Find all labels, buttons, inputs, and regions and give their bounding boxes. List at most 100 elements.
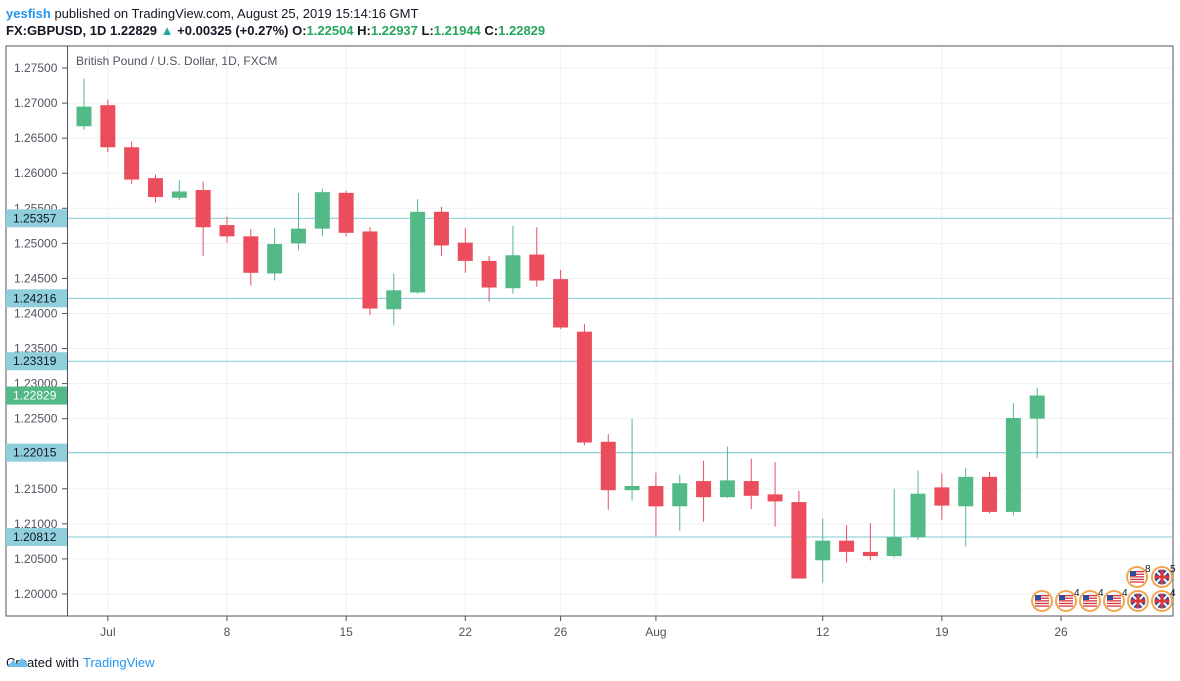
us-canton xyxy=(1059,595,1065,600)
candle-down[interactable] xyxy=(338,190,354,237)
us-flag-event-icon[interactable]: 8 xyxy=(1126,564,1151,588)
us-flag-event-icon[interactable]: 4 xyxy=(1055,588,1080,612)
uk-cross-v xyxy=(1160,569,1164,585)
candle-down[interactable] xyxy=(576,323,592,446)
candle-body xyxy=(672,483,688,507)
candle-down[interactable] xyxy=(195,181,211,256)
candle-body xyxy=(934,487,950,506)
candle-down[interactable] xyxy=(124,141,140,184)
candle-body xyxy=(171,191,187,198)
candle-body xyxy=(743,481,759,496)
candle-up[interactable] xyxy=(290,192,306,251)
economic-events[interactable]: 8 5 4 4 4 4 xyxy=(1031,564,1176,612)
candle-body xyxy=(1029,395,1045,419)
candle-down[interactable] xyxy=(457,227,473,273)
candle-body xyxy=(576,331,592,443)
candle-down[interactable] xyxy=(743,458,759,510)
us-stripe xyxy=(1130,571,1144,573)
us-flag-event-icon[interactable]: 4 xyxy=(1079,588,1104,612)
us-flag-event-icon[interactable]: 4 xyxy=(1103,588,1128,612)
us-stripe xyxy=(1130,576,1144,578)
candle-up[interactable] xyxy=(76,78,92,130)
candle-body xyxy=(457,242,473,261)
hline-price-label: 1.25357 xyxy=(13,211,57,225)
candle-up[interactable] xyxy=(267,227,283,281)
uk-flag-event-icon[interactable]: 5 xyxy=(1151,564,1176,588)
candle-body xyxy=(100,105,116,148)
x-tick-label: 26 xyxy=(554,625,568,639)
candle-up[interactable] xyxy=(314,188,330,237)
horizontal-lines xyxy=(68,217,1172,538)
us-stripe xyxy=(1059,605,1073,607)
y-tick-label: 1.26000 xyxy=(14,166,58,180)
candle-up[interactable] xyxy=(886,488,902,558)
candle-up[interactable] xyxy=(386,273,402,326)
time-axis[interactable]: Jul 8 15 22 26 Aug 12 19 26 xyxy=(100,616,1068,639)
us-stripe xyxy=(1107,600,1121,602)
candle-down[interactable] xyxy=(362,227,378,315)
candle-body xyxy=(839,540,855,552)
candle-down[interactable] xyxy=(862,523,878,561)
candle-up[interactable] xyxy=(410,199,426,294)
candle-down[interactable] xyxy=(147,174,163,203)
y-tick-label: 1.22500 xyxy=(14,412,58,426)
us-flag-event-icon[interactable] xyxy=(1031,590,1053,612)
tradingview-link[interactable]: TradingView xyxy=(82,655,155,670)
candle-down[interactable] xyxy=(481,255,497,302)
candle-down[interactable] xyxy=(696,460,712,522)
candle-body xyxy=(267,244,283,274)
candle-body xyxy=(767,494,783,502)
hline-price-label-bg xyxy=(6,352,67,371)
candle-up[interactable] xyxy=(910,470,926,540)
price-axis[interactable]: 1.275001.270001.265001.260001.255001.250… xyxy=(6,61,67,601)
publish-info: published on TradingView.com, August 25,… xyxy=(54,6,419,21)
candle-down[interactable] xyxy=(767,462,783,527)
candle-down[interactable] xyxy=(934,473,950,520)
candles xyxy=(76,78,1045,583)
candle-down[interactable] xyxy=(243,229,259,286)
candle-up[interactable] xyxy=(624,418,640,501)
candle-body xyxy=(600,441,616,491)
candle-up[interactable] xyxy=(171,180,187,200)
candle-down[interactable] xyxy=(982,471,998,514)
candle-body xyxy=(290,228,306,244)
candle-down[interactable] xyxy=(433,206,449,256)
candle-body xyxy=(195,190,211,228)
candle-up[interactable] xyxy=(958,467,974,547)
x-tick-label: 8 xyxy=(224,625,231,639)
uk-cross-v xyxy=(1136,593,1140,609)
candle-up[interactable] xyxy=(815,518,831,583)
event-count: 4 xyxy=(1074,588,1080,599)
candle-down[interactable] xyxy=(791,490,807,579)
candle-down[interactable] xyxy=(839,525,855,563)
candle-down[interactable] xyxy=(100,99,116,153)
us-stripe xyxy=(1035,595,1049,597)
y-tick-label: 1.26500 xyxy=(14,131,58,145)
uk-flag-event-icon[interactable]: 4 xyxy=(1151,588,1176,612)
candle-up[interactable] xyxy=(719,446,735,498)
x-tick-label: 15 xyxy=(339,625,353,639)
us-stripe xyxy=(1083,602,1097,605)
candle-up[interactable] xyxy=(505,225,521,294)
candle-down[interactable] xyxy=(553,269,569,329)
us-stripe xyxy=(1083,597,1097,599)
us-canton xyxy=(1130,571,1136,576)
open-label: O: xyxy=(292,23,307,38)
candle-down[interactable] xyxy=(648,472,664,537)
x-tick-label: Aug xyxy=(645,625,666,639)
candle-body xyxy=(553,279,569,328)
candle-up[interactable] xyxy=(672,474,688,531)
candle-down[interactable] xyxy=(529,227,545,287)
candle-down[interactable] xyxy=(600,434,616,510)
candle-down[interactable] xyxy=(219,216,235,243)
candle-body xyxy=(505,255,521,289)
candle-body xyxy=(76,106,92,127)
us-stripe xyxy=(1059,602,1073,605)
candle-up[interactable] xyxy=(1005,403,1021,516)
author-name[interactable]: yesfish xyxy=(6,6,51,21)
candle-up[interactable] xyxy=(1029,387,1045,458)
uk-flag-event-icon[interactable] xyxy=(1127,590,1149,612)
us-canton xyxy=(1083,595,1089,600)
